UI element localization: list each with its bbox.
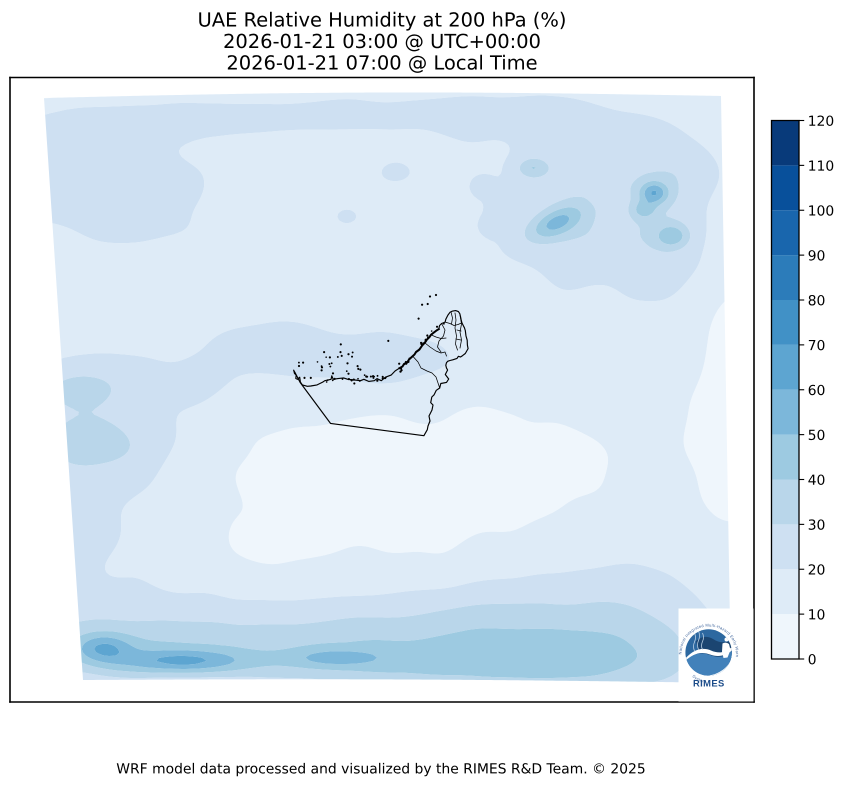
svg-text:National Integrated Multi-Haza: National Integrated Multi-Hazard Early W…	[0, 0, 740, 657]
svg-text:RIMES: RIMES	[693, 677, 725, 688]
svg-text:System: System	[691, 674, 707, 684]
